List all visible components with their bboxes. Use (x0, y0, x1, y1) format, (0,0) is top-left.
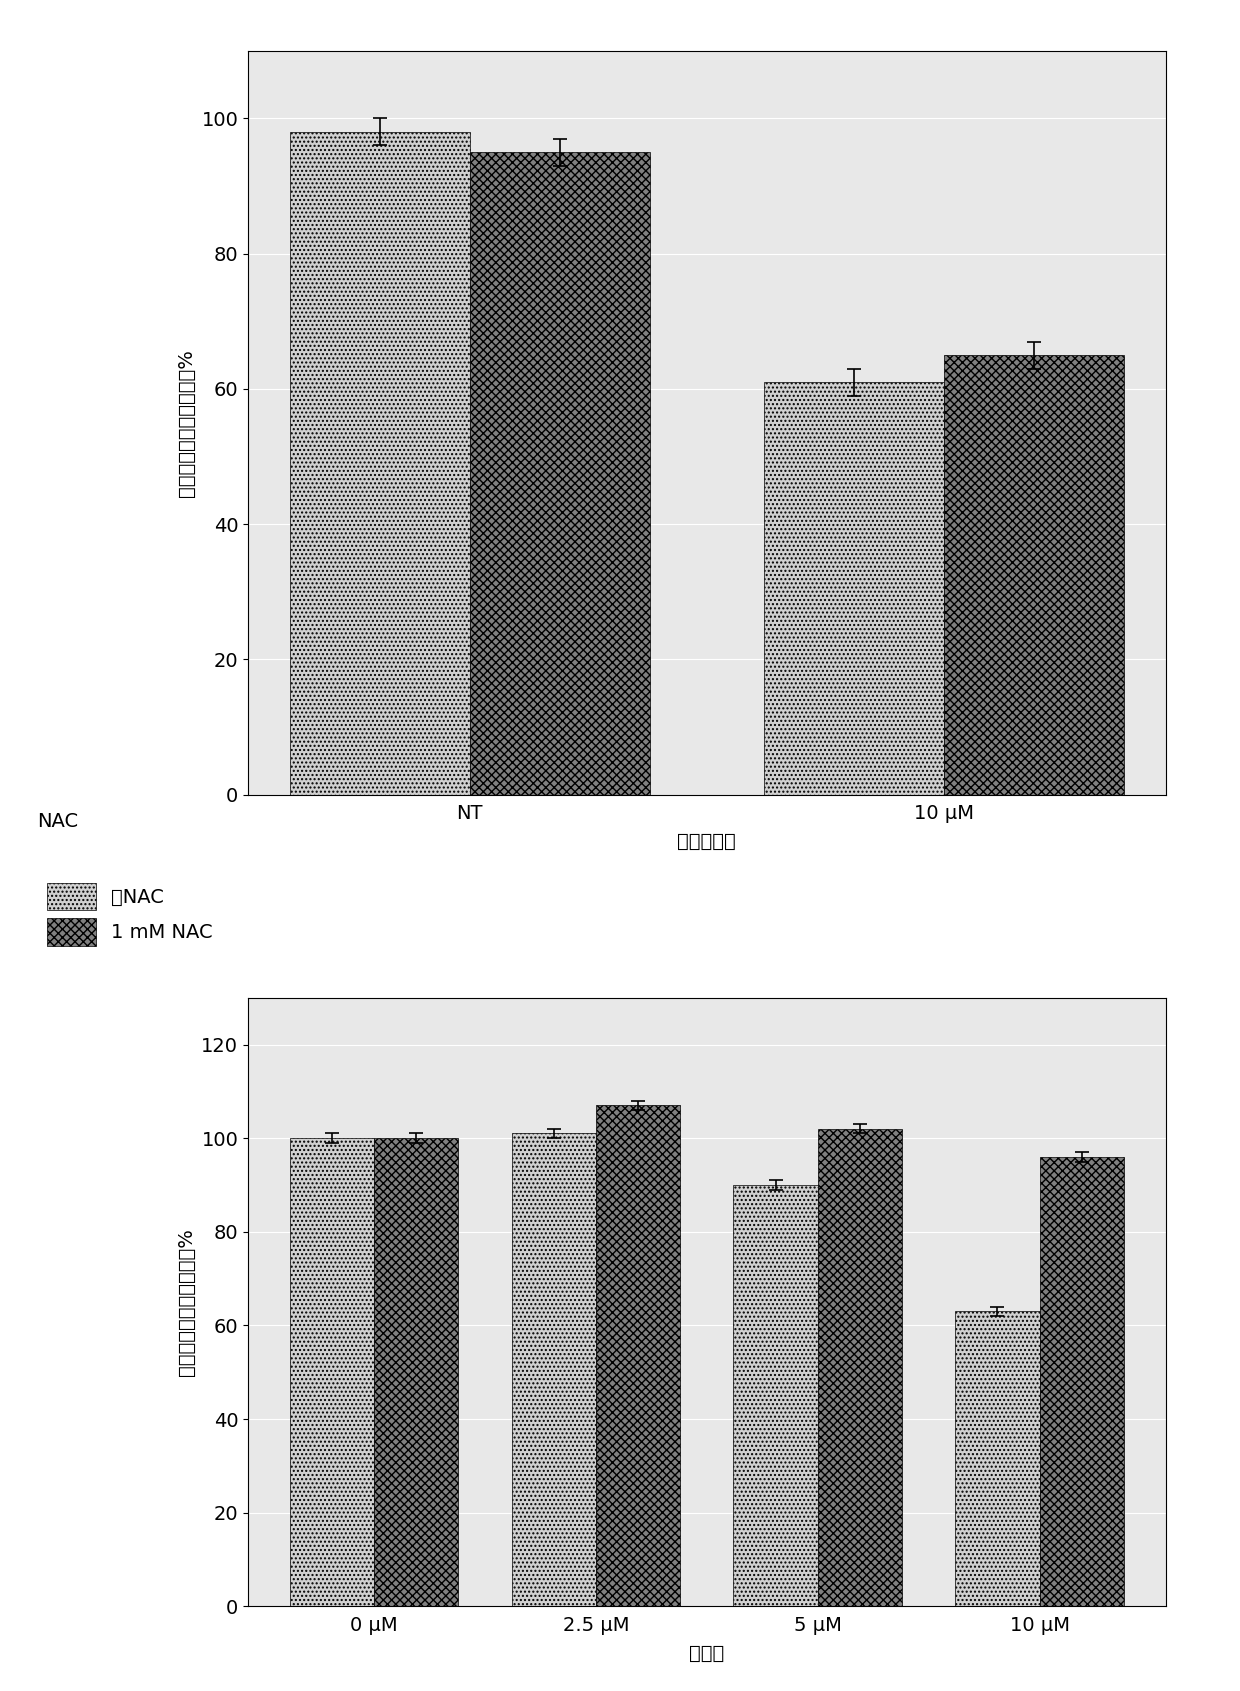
Bar (944, 355, 1123, 795)
Text: NAC: NAC (37, 812, 78, 830)
Bar (596, 1106, 681, 1606)
Legend: 无NAC, 1 mM NAC: 无NAC, 1 mM NAC (47, 883, 213, 945)
Bar (290, 1138, 374, 1606)
Y-axis label: 谷胱甘肽，相对于对照的%: 谷胱甘肽，相对于对照的% (177, 1228, 196, 1376)
Y-axis label: 谷胱甘肽，相对于对照的%: 谷胱甘肽，相对于对照的% (177, 348, 196, 497)
Bar (955, 1312, 1039, 1606)
Bar (764, 382, 944, 795)
Bar (374, 1138, 459, 1606)
X-axis label: 测试化合物: 测试化合物 (677, 832, 737, 851)
X-axis label: 甲萸醜: 甲萸醜 (689, 1644, 724, 1662)
Bar (512, 1133, 596, 1606)
Bar (290, 132, 470, 795)
Bar (1039, 1157, 1123, 1606)
Bar (817, 1130, 901, 1606)
Bar (733, 1185, 817, 1606)
Bar (470, 152, 650, 795)
